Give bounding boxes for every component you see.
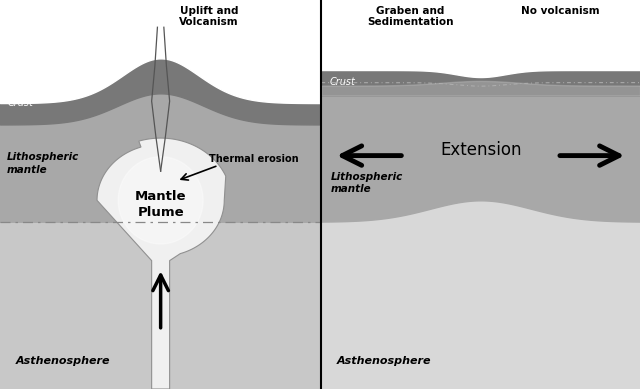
Text: Graben and
Sedimentation: Graben and Sedimentation (367, 6, 454, 28)
Text: Uplift and
Volcanism: Uplift and Volcanism (179, 6, 239, 28)
Polygon shape (118, 157, 203, 244)
Text: No volcanism: No volcanism (521, 6, 600, 16)
Text: Thermal erosion: Thermal erosion (209, 154, 298, 165)
Text: Crust: Crust (329, 77, 355, 88)
Text: Extension: Extension (440, 141, 522, 159)
Polygon shape (97, 138, 226, 389)
Text: Mantle
Plume: Mantle Plume (135, 190, 186, 219)
Text: Lithospheric
mantle: Lithospheric mantle (331, 172, 403, 194)
Text: Asthenosphere: Asthenosphere (337, 356, 432, 366)
Text: Lithospheric
mantle: Lithospheric mantle (6, 152, 79, 175)
Text: Asthenosphere: Asthenosphere (16, 356, 111, 366)
Text: Crust: Crust (8, 98, 34, 108)
